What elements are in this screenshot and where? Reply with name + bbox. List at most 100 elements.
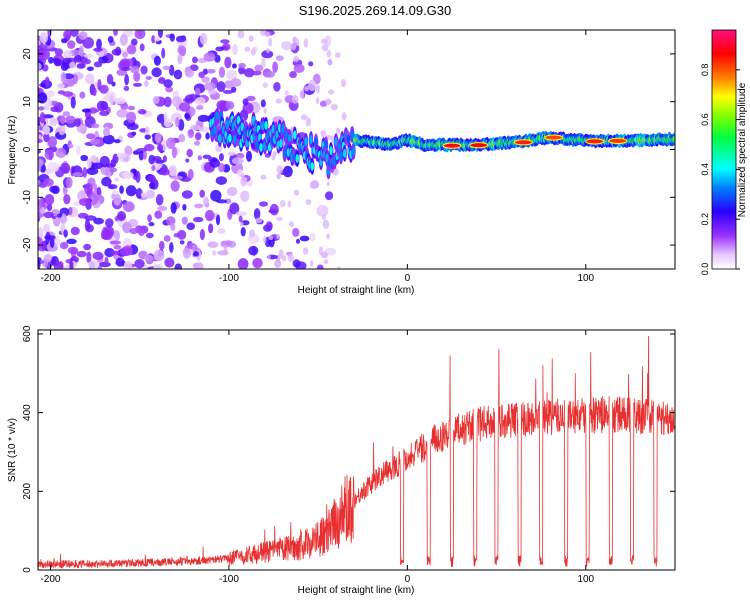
spectrogram-cell — [246, 95, 256, 102]
spectrogram-cell — [105, 163, 116, 168]
spectrogram-cell — [198, 126, 210, 133]
spectrogram-cell — [276, 216, 283, 222]
spectrogram-ridge-cell — [351, 146, 356, 156]
spectrogram-cell — [222, 89, 234, 94]
spectrogram-cell — [299, 89, 305, 99]
spectrogram-cell — [241, 176, 248, 182]
spectrogram-cell — [144, 134, 151, 140]
spectrogram-cell — [284, 90, 289, 96]
spectrogram-cell — [226, 69, 238, 81]
spectrogram-cell — [191, 56, 198, 64]
spectrogram-cell — [239, 221, 244, 227]
spectrogram-cell — [84, 59, 91, 65]
colorbar-gradient — [711, 29, 737, 270]
spectrogram-cell — [168, 64, 175, 76]
spectrogram-cell — [100, 165, 112, 176]
spectrogram-cell — [263, 107, 267, 114]
spectrogram-cell — [124, 74, 130, 86]
spectrogram-cell — [226, 186, 238, 197]
spectrogram-cell — [261, 57, 266, 68]
spectrogram-cell — [265, 221, 273, 231]
spectrogram-y-tick-label: -10 — [22, 190, 33, 205]
spectrogram-cell — [216, 100, 228, 111]
spectrogram-cell — [73, 118, 81, 127]
snr-y-ticks: 0 200 400 600 — [22, 325, 675, 573]
snr-y-tick-label: 200 — [22, 483, 33, 500]
spectrogram-cell — [189, 64, 199, 72]
spectrogram-cell — [76, 250, 87, 258]
spectrogram-y-label: Frequency (Hz) — [7, 116, 18, 185]
spectrogram-cell — [153, 249, 165, 262]
spectrogram-cell — [224, 198, 232, 205]
spectrogram-cell — [325, 191, 334, 201]
spectrogram-cell — [119, 246, 132, 257]
spectrogram-cell — [208, 223, 214, 234]
spectrogram-cell — [320, 38, 328, 44]
spectrogram-cell — [326, 181, 330, 187]
spectrogram-cell — [122, 201, 135, 213]
spectrogram-cell — [166, 137, 176, 149]
spectrogram-cell — [268, 235, 274, 241]
spectrogram-ridge-cell — [339, 151, 343, 161]
spectrogram-cell — [174, 263, 183, 269]
spectrogram-cell — [38, 259, 41, 269]
spectrogram-cell — [197, 155, 202, 161]
spectrogram-cell — [134, 30, 146, 40]
spectrogram-cell — [291, 94, 299, 104]
spectrogram-cell — [214, 54, 221, 63]
spectrogram-cell — [309, 232, 316, 242]
colorbar-tick-label: 0.4 — [700, 163, 710, 176]
spectrogram-ridge-cell — [304, 137, 308, 147]
spectrogram-cell — [151, 67, 162, 78]
spectrogram-cell — [119, 185, 124, 194]
spectrogram-cell — [103, 126, 111, 137]
spectrogram-cell — [38, 92, 48, 104]
snr-y-tick-label: 400 — [22, 404, 33, 421]
spectrogram-cell — [293, 55, 300, 63]
spectrogram-x-tick-label: -100 — [219, 273, 239, 284]
spectrogram-cell — [151, 165, 156, 172]
snr-background — [38, 330, 675, 570]
spectrogram-cell — [260, 99, 266, 108]
spectrogram-cell — [325, 98, 331, 106]
spectrogram-cell — [170, 222, 176, 231]
spectrogram-cell — [86, 133, 96, 140]
spectrogram-ridge-cell — [284, 130, 288, 140]
spectrogram-cell — [276, 165, 283, 174]
spectrogram-cell — [57, 213, 63, 218]
spectrogram-cell — [175, 35, 187, 43]
spectrogram-cell — [273, 81, 281, 92]
spectrogram-cell — [113, 244, 122, 250]
spectrogram-cell — [334, 52, 341, 58]
spectrogram-cell — [232, 44, 238, 56]
spectrogram-cell — [308, 79, 317, 92]
spectrogram-cell — [185, 69, 195, 78]
spectrogram-cell — [181, 190, 193, 199]
spectrogram-cell — [53, 262, 64, 269]
spectrogram-cell — [287, 200, 292, 208]
spectrogram-cell — [96, 186, 102, 196]
snr-series-line — [38, 335, 675, 569]
spectrogram-cell — [38, 138, 43, 144]
spectrogram-cell — [244, 46, 251, 52]
spectrogram-cell — [218, 153, 224, 162]
spectrogram-cell — [99, 51, 105, 58]
spectrogram-cell — [40, 207, 46, 215]
spectrogram-cell — [169, 33, 175, 42]
spectrogram-cell — [264, 70, 276, 78]
spectrogram-cell — [66, 238, 77, 245]
spectrogram-cell — [238, 215, 243, 223]
spectrogram-cell — [261, 50, 274, 59]
spectrogram-x-label: Height of straight line (km) — [298, 285, 415, 296]
spectrogram-cell — [39, 32, 49, 44]
spectrogram-cell — [151, 35, 156, 44]
spectrogram-cell — [240, 190, 250, 202]
spectrogram-cell — [122, 66, 131, 71]
spectrogram-cell — [189, 124, 201, 131]
spectrogram-cell — [248, 35, 254, 43]
spectrogram-cell — [89, 193, 99, 206]
spectrogram-cell — [309, 184, 317, 189]
snr-x-tick-label: 100 — [577, 574, 594, 585]
spectrogram-cell — [326, 50, 332, 58]
spectrogram-cell — [276, 173, 281, 180]
